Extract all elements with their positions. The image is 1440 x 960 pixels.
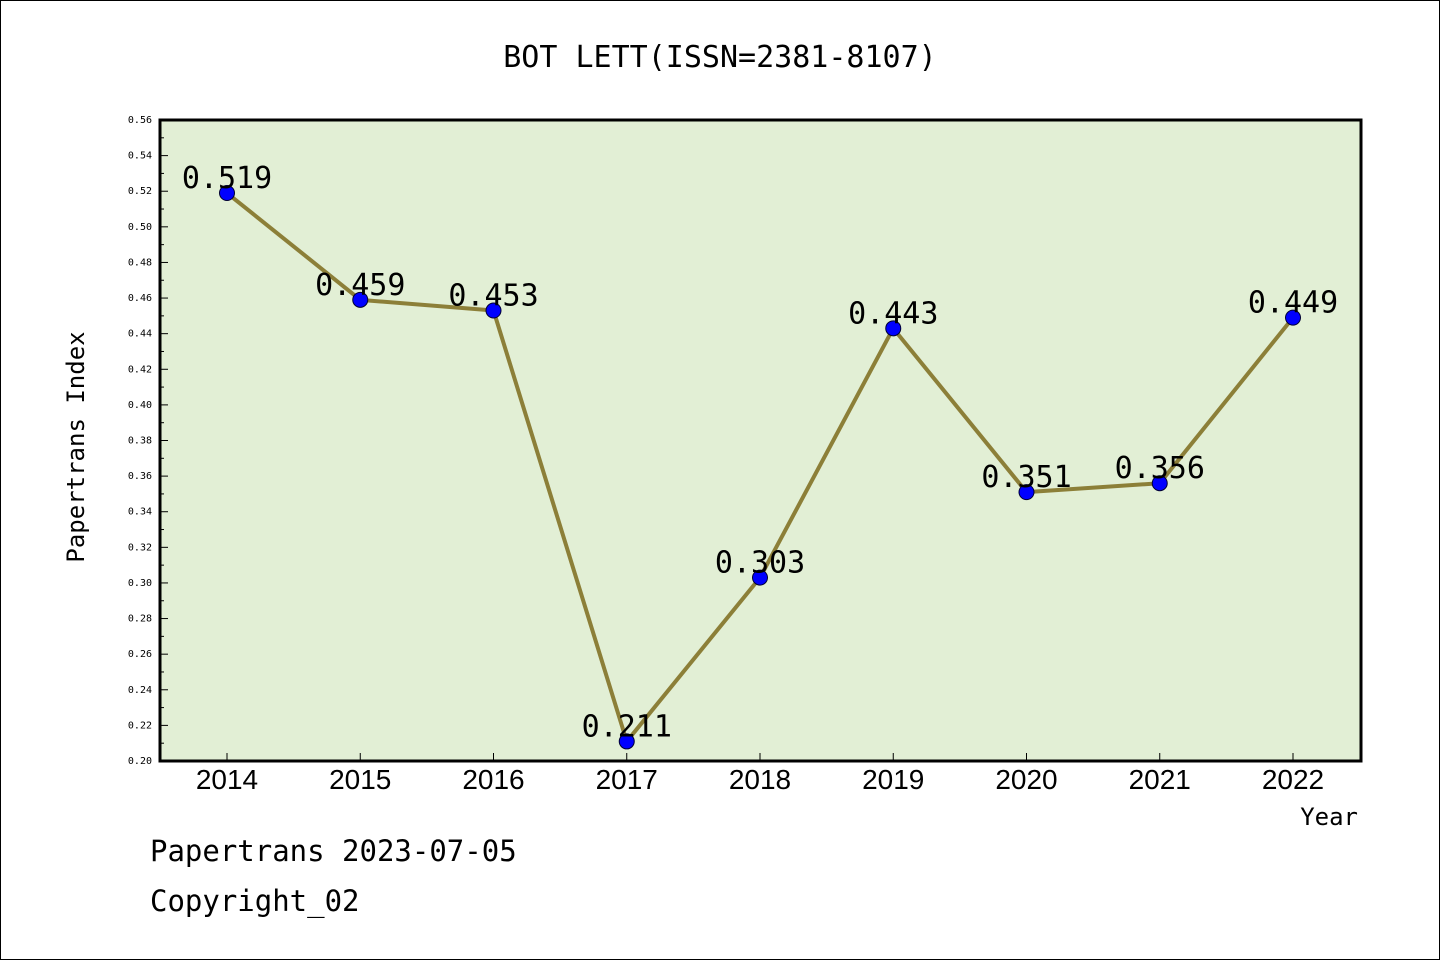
x-tick-label: 2022 xyxy=(1262,764,1324,795)
data-point xyxy=(219,185,235,202)
y-tick-label: 0.38 xyxy=(128,436,152,447)
y-tick-label: 0.48 xyxy=(128,257,152,268)
y-tick-label: 0.56 xyxy=(128,115,152,126)
x-tick-label: 2021 xyxy=(1129,764,1191,795)
x-tick-label: 2014 xyxy=(196,764,258,795)
data-label: 0.459 xyxy=(315,268,405,303)
data-label: 0.443 xyxy=(848,296,938,331)
plot-area xyxy=(160,120,1361,761)
y-tick-label: 0.42 xyxy=(128,364,152,375)
data-point xyxy=(352,291,369,308)
x-axis-ticks: 2014 2015 2016 2017 2018 2019 2020 2021 2022 xyxy=(196,753,1324,795)
y-tick-label: 0.32 xyxy=(128,542,152,553)
data-label: 0.356 xyxy=(1115,451,1205,486)
y-tick-label: 0.20 xyxy=(128,756,152,767)
y-tick-label: 0.28 xyxy=(128,614,152,625)
x-tick-label: 2017 xyxy=(596,764,658,795)
y-tick-label: 0.24 xyxy=(128,685,152,696)
data-label: 0.449 xyxy=(1248,286,1338,321)
y-tick-label: 0.52 xyxy=(128,186,152,197)
y-tick-label: 0.36 xyxy=(128,471,152,482)
data-label: 0.519 xyxy=(182,161,272,196)
x-tick-label: 2019 xyxy=(862,764,924,795)
y-axis-ticks: 0.20 0.22 0.24 0.26 0.28 0.30 0.32 0.34 0.36 0.38… xyxy=(128,115,168,767)
y-tick-label: 0.46 xyxy=(128,293,152,304)
chart-title: BOT LETT(ISSN=2381-8107) xyxy=(503,40,936,75)
y-tick-label: 0.44 xyxy=(128,329,152,340)
y-axis-label: Papertrans Index xyxy=(62,331,90,562)
footer-copyright: Copyright_02 xyxy=(150,884,360,918)
y-tick-label: 0.40 xyxy=(128,400,152,411)
x-tick-label: 2016 xyxy=(462,764,524,795)
data-point xyxy=(485,302,502,319)
data-label: 0.453 xyxy=(448,279,538,314)
y-tick-label: 0.26 xyxy=(128,649,152,660)
data-label: 0.211 xyxy=(582,709,672,744)
x-tick-label: 2018 xyxy=(729,764,791,795)
data-label: 0.303 xyxy=(715,546,805,581)
y-tick-label: 0.54 xyxy=(128,151,152,162)
y-tick-label: 0.50 xyxy=(128,222,152,233)
data-point xyxy=(1018,484,1035,501)
data-label: 0.351 xyxy=(981,460,1071,495)
x-axis-label: Year xyxy=(1300,803,1358,831)
data-point xyxy=(885,320,902,337)
x-tick-label: 2020 xyxy=(995,764,1057,795)
y-tick-label: 0.30 xyxy=(128,578,152,589)
footer-date: Papertrans 2023-07-05 xyxy=(150,834,517,868)
data-point xyxy=(618,733,635,750)
series-layer: 0.519 0.459 0.453 0.211 0.303 0.443 0.351 0.356… xyxy=(182,161,1338,750)
data-point xyxy=(1151,475,1168,492)
data-point xyxy=(1285,309,1301,326)
plot-border xyxy=(158,118,1363,763)
data-point xyxy=(752,569,768,586)
y-tick-label: 0.22 xyxy=(128,720,152,731)
x-tick-label: 2015 xyxy=(329,764,391,795)
y-tick-label: 0.34 xyxy=(128,507,152,518)
